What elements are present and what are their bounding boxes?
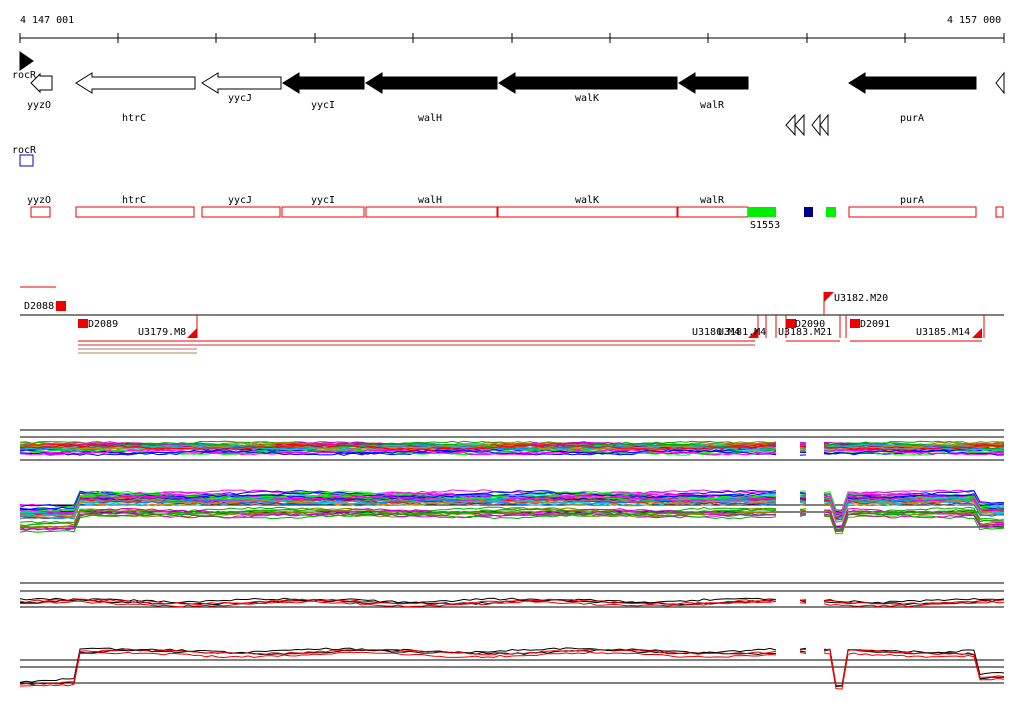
gene-label: yycI (311, 100, 335, 111)
segment-label: D2089 (88, 319, 118, 330)
track-line (19, 598, 777, 606)
feature-label: yyzO (27, 195, 51, 206)
segment-label: U3185.M14 (916, 327, 970, 338)
gene-label: yyzO (27, 100, 51, 111)
track-line (824, 598, 1005, 605)
track-line (823, 441, 1005, 449)
segment-track (20, 286, 1004, 354)
expression-tracks (19, 429, 1005, 690)
gene-label: htrC (122, 113, 146, 124)
track-line (823, 499, 1004, 521)
gene-label: walK (575, 93, 599, 104)
feature-label: yycJ (228, 195, 252, 206)
track-line (799, 503, 807, 505)
track-line (823, 493, 1005, 513)
track-line (799, 447, 807, 451)
gene-label: yycJ (228, 93, 252, 104)
track-line (799, 443, 807, 446)
track-line (799, 599, 807, 602)
segment-label: U3179.M8 (138, 327, 186, 338)
feature-label: walH (418, 195, 442, 206)
track-line (823, 443, 1005, 451)
track-line (799, 499, 807, 501)
gene-label: purA (900, 113, 924, 124)
segment-label: D2090 (795, 319, 825, 330)
track-line (823, 648, 1005, 687)
feature-box (19, 154, 34, 167)
gene-label: rocR (12, 70, 37, 81)
track-line (799, 508, 807, 510)
ruler-end: 4 157 000 (947, 15, 1001, 26)
track-line (19, 651, 777, 687)
track-line (19, 499, 777, 520)
segment-label: U3182.M20 (834, 293, 888, 304)
track-line (19, 509, 777, 531)
track-line (799, 503, 807, 506)
track-line (799, 443, 807, 447)
segment-label: D2091 (860, 319, 890, 330)
track-line (799, 651, 807, 655)
track-line (19, 495, 777, 515)
track-line (823, 652, 1005, 690)
track-line (799, 496, 807, 498)
track-line (823, 500, 1005, 523)
track-line (19, 443, 777, 451)
feature-track (30, 206, 1004, 218)
ruler: 4 147 001 4 157 000 (19, 15, 1005, 43)
track-line (823, 513, 1005, 532)
feature-label: walK (575, 195, 599, 206)
track-line (823, 495, 1005, 515)
track-line (799, 647, 807, 650)
track-line (19, 494, 777, 513)
track-line (19, 598, 777, 606)
segment-label: D2088 (24, 301, 54, 312)
track-line (19, 442, 777, 450)
feature-label: htrC (122, 195, 146, 206)
track-line (823, 601, 1005, 608)
track-line (799, 512, 807, 515)
gene-label: walR (700, 100, 725, 111)
ruler-start: 4 147 001 (20, 15, 74, 26)
feature-label: S1553 (750, 220, 780, 231)
gene-track (19, 51, 1005, 137)
feature-label: purA (900, 195, 924, 206)
feature-label: rocR (12, 145, 37, 156)
track-line (823, 494, 1005, 518)
track-line (823, 445, 1005, 451)
track-line (19, 510, 777, 530)
segment-label: U3183.M21 (778, 327, 832, 338)
gene-label: walH (418, 113, 442, 124)
track-line (20, 499, 776, 518)
track-line (19, 512, 777, 533)
track-line (799, 493, 807, 496)
track-line (19, 511, 777, 531)
track-line (823, 450, 1005, 456)
track-line (799, 650, 807, 653)
track-line (799, 600, 807, 603)
track-line (19, 444, 777, 451)
track-line (823, 449, 1005, 456)
feature-label: walR (700, 195, 725, 206)
segment-label: U3181.M4 (718, 327, 766, 338)
segment-label: U3180.M4 (692, 327, 740, 338)
track-line (799, 514, 807, 517)
track-line (19, 447, 777, 455)
track-line (19, 509, 777, 529)
track-line (823, 511, 1005, 535)
track-line (19, 648, 777, 685)
feature-label: yycI (311, 195, 335, 206)
